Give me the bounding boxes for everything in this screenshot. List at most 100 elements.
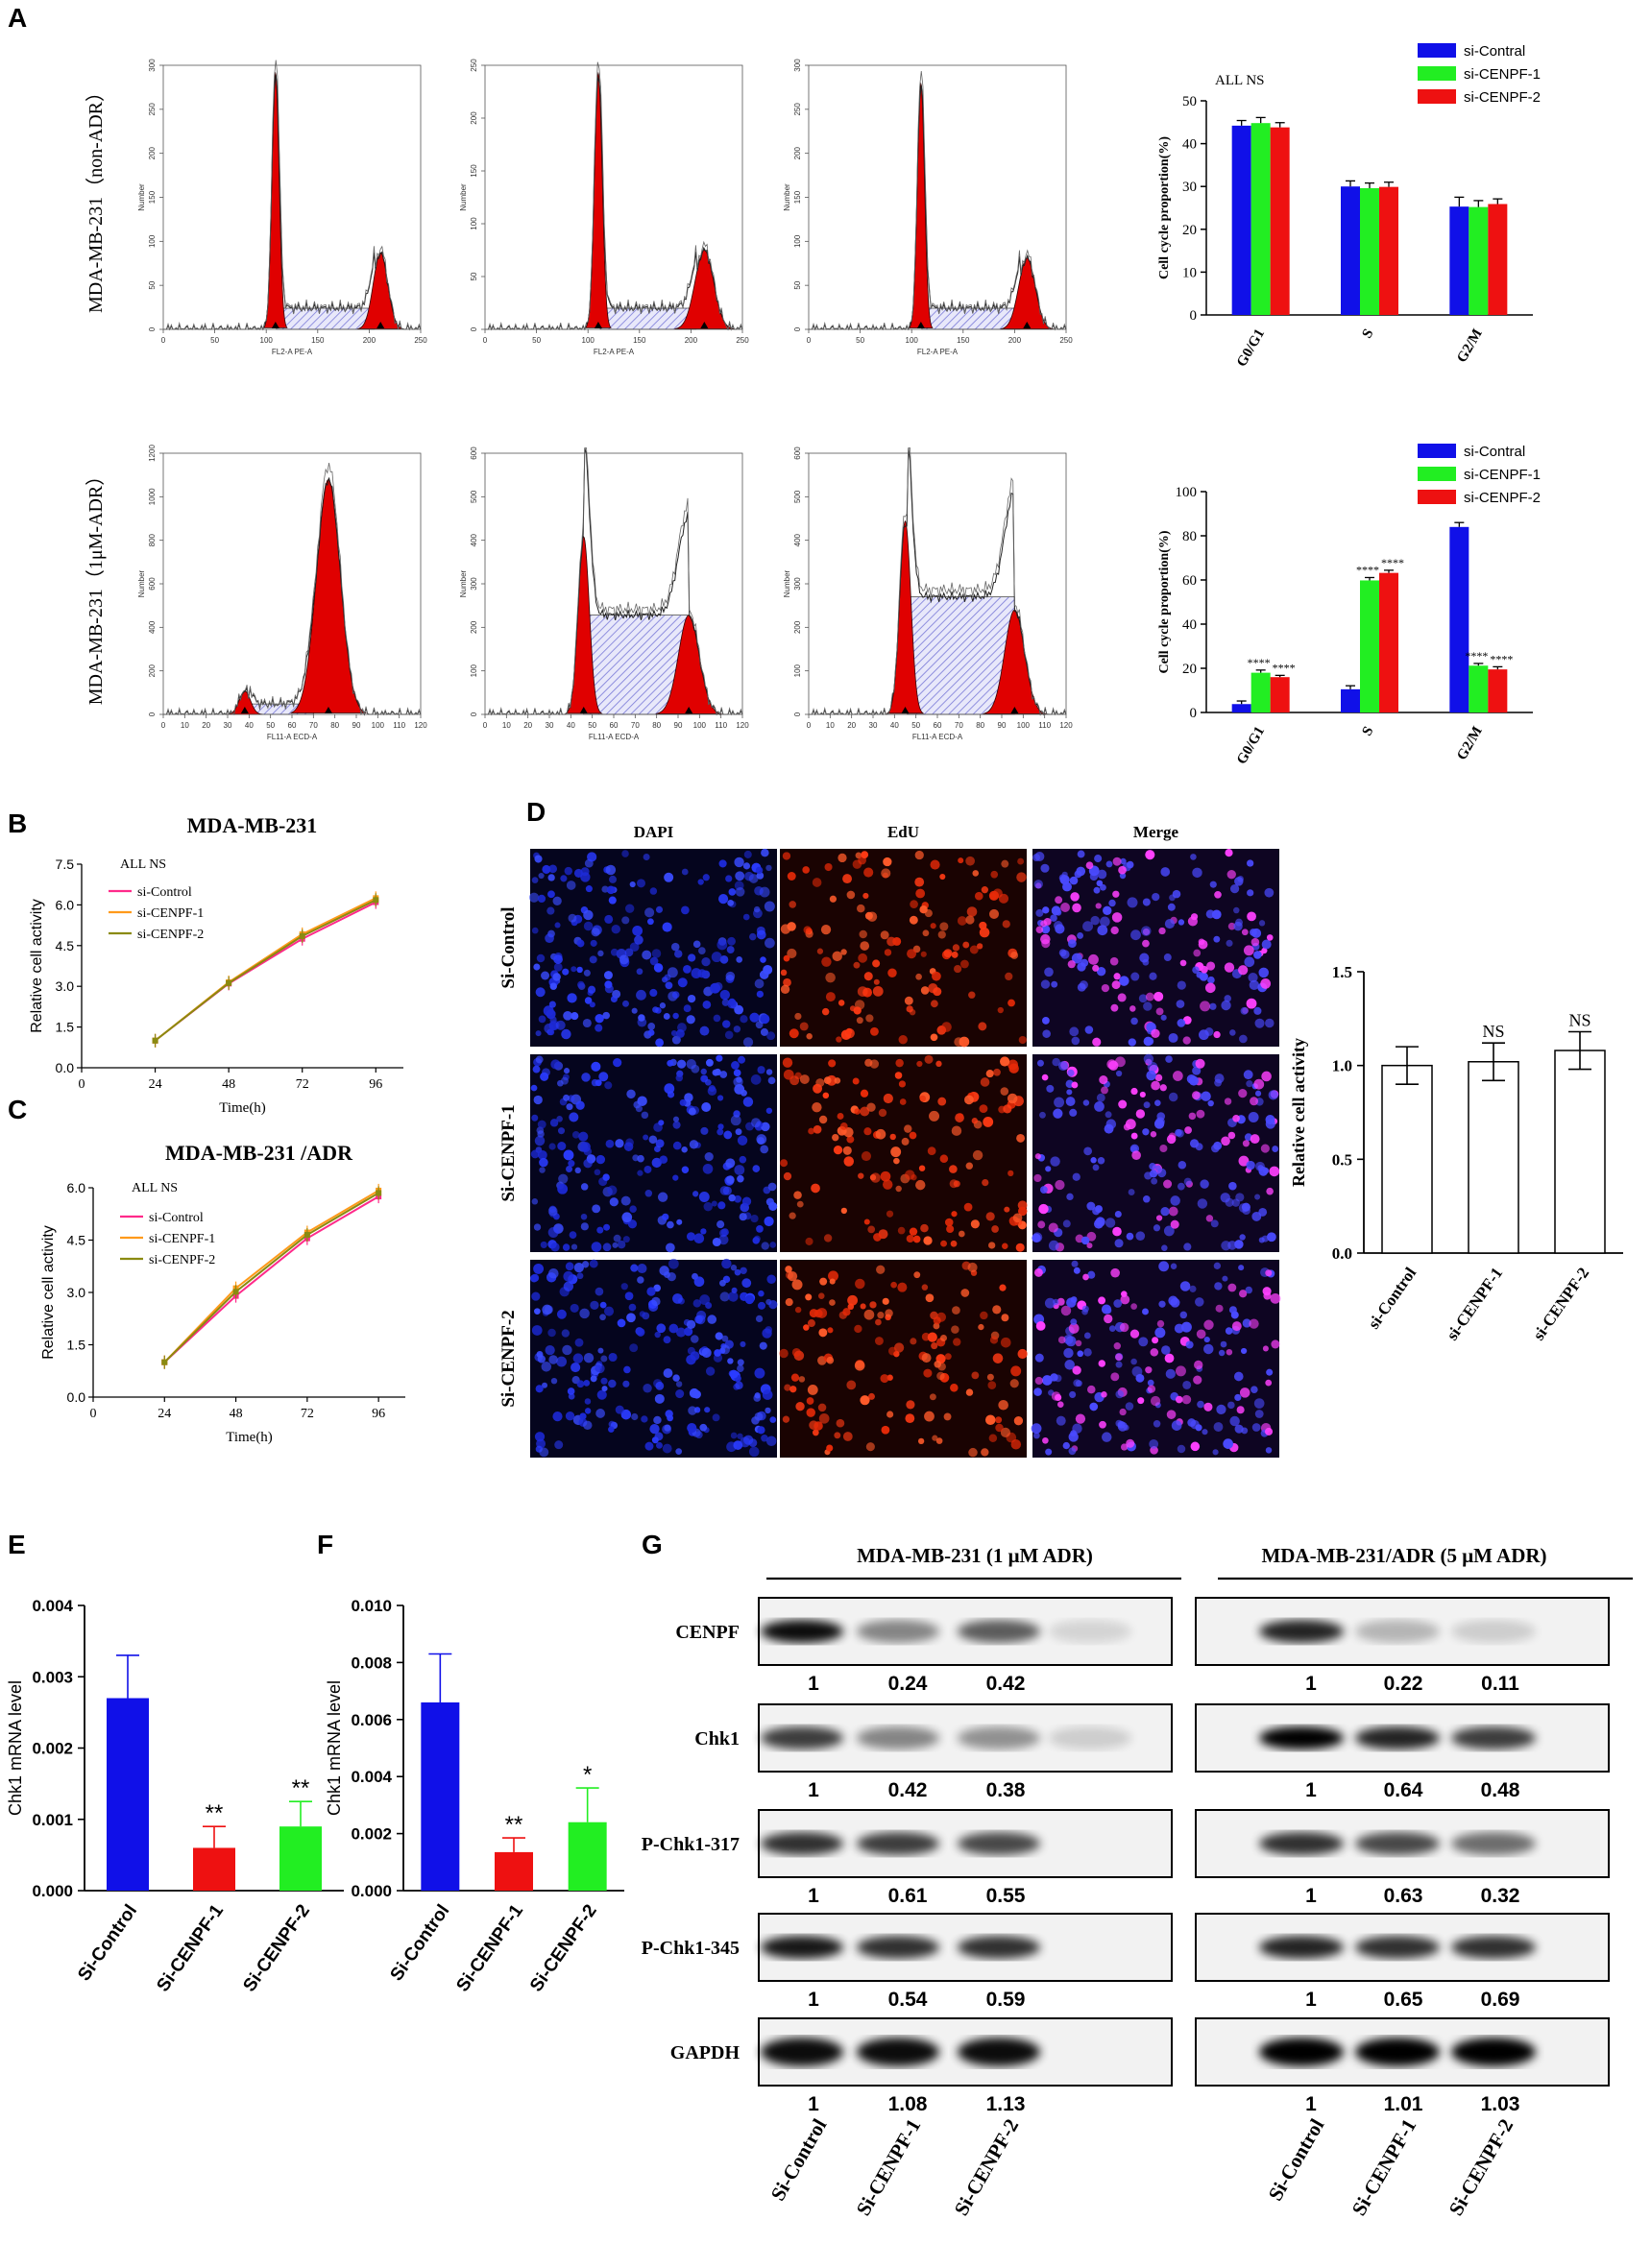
blot-band — [1049, 1620, 1131, 1643]
micro-nucleus — [602, 1011, 611, 1020]
micro-nucleus — [686, 1232, 696, 1242]
micro-nucleus — [629, 881, 636, 888]
micro-nucleus — [818, 1412, 830, 1424]
hist-row1-2-ytick-label: 100 — [470, 217, 478, 230]
blot-cenpf-left — [758, 1597, 1173, 1666]
micro-nucleus — [974, 891, 983, 901]
micro-nucleus — [563, 1010, 572, 1021]
micro-nucleus — [1201, 1091, 1211, 1101]
micro-nucleus — [1169, 894, 1176, 902]
micro-nucleus — [765, 1407, 771, 1414]
micro-nucleus — [580, 1213, 588, 1220]
hist-row1-2-xtick-label: 50 — [532, 336, 541, 345]
blot-quant-value: 0.42 — [986, 1673, 1026, 1695]
micro-nucleus — [730, 1115, 741, 1126]
micro-nucleus — [712, 1237, 721, 1247]
micro-nucleus — [632, 925, 643, 936]
micro-nucleus — [1074, 870, 1082, 879]
micro-row-label: Si-Control — [498, 906, 519, 988]
micro-nucleus — [737, 1359, 744, 1366]
micro-nucleus — [744, 1294, 755, 1305]
micro-nucleus — [806, 1033, 813, 1040]
micro-nucleus — [993, 1068, 1001, 1076]
micro-nucleus — [869, 1301, 877, 1309]
micro-nucleus — [1183, 1177, 1192, 1186]
micro-nucleus — [857, 986, 868, 997]
micro-nucleus — [890, 1146, 902, 1158]
micro-nucleus — [1018, 1035, 1027, 1045]
micro-nucleus — [880, 1170, 891, 1182]
micro-nucleus — [637, 1264, 647, 1274]
hist-row2-1-ytick-label: 800 — [148, 533, 157, 546]
chart-c-ytick-label: 3.0 — [67, 1285, 86, 1300]
hist-row1-1-ytick-label: 100 — [148, 234, 157, 248]
micro-nucleus — [595, 1364, 603, 1373]
micro-col-header: DAPI — [634, 823, 674, 841]
micro-nucleus — [563, 1281, 574, 1291]
micro-nucleus — [736, 1076, 742, 1083]
micro-nucleus — [1077, 1350, 1084, 1358]
micro-nucleus — [617, 1240, 626, 1249]
micro-nucleus — [1125, 1119, 1136, 1130]
hist-row1-3-ytick-label: 150 — [793, 190, 802, 204]
micro-nucleus — [915, 973, 922, 980]
micro-nucleus — [670, 942, 680, 952]
micro-nucleus — [754, 1411, 764, 1421]
micro-nucleus — [1213, 1262, 1222, 1269]
chart-a-bottom-legend-label: si-CENPF-1 — [1464, 467, 1541, 483]
micro-nucleus — [785, 1298, 793, 1307]
micro-nucleus — [1229, 1029, 1236, 1036]
micro-nucleus — [826, 1444, 834, 1452]
micro-nucleus — [809, 1309, 818, 1318]
micro-nucleus — [684, 1327, 693, 1337]
micro-nucleus — [1077, 931, 1084, 939]
micro-nucleus — [1082, 1099, 1090, 1106]
hist-row1-2-marker-0 — [594, 322, 602, 328]
hist-row2-3-ytick-label: 300 — [793, 577, 802, 591]
micro-nucleus — [1271, 1339, 1280, 1349]
micro-nucleus — [789, 901, 796, 908]
micro-nucleus — [630, 1264, 639, 1272]
chart-a-top-legend-label: si-CENPF-2 — [1464, 89, 1541, 106]
micro-nucleus — [870, 1172, 881, 1183]
micro-nucleus — [736, 956, 743, 963]
blot-band — [1355, 1620, 1440, 1643]
micro-nucleus — [923, 1236, 933, 1245]
micro-nucleus — [782, 1415, 790, 1423]
chart-e-ytick-label: 0.002 — [32, 1740, 73, 1758]
micro-nucleus — [566, 1103, 573, 1111]
micro-nucleus — [1194, 1360, 1203, 1370]
micro-nucleus — [563, 1149, 574, 1161]
micro-nucleus — [700, 1228, 707, 1235]
micro-nucleus — [706, 1058, 714, 1067]
micro-nucleus — [875, 1337, 884, 1345]
micro-nucleus — [971, 1118, 979, 1124]
micro-nucleus — [1223, 1438, 1234, 1449]
micro-nucleus — [548, 864, 558, 874]
hist-row2-3-ytick-label: 500 — [793, 490, 802, 503]
micro-nucleus — [783, 977, 791, 987]
hist-row2-3-trace-outline — [809, 447, 1067, 716]
micro-nucleus — [762, 1389, 773, 1400]
micro-nucleus — [1072, 1365, 1081, 1375]
micro-nucleus — [1227, 1283, 1237, 1292]
micro-nucleus — [1042, 1436, 1049, 1444]
micro-nucleus — [538, 1015, 546, 1024]
micro-nucleus — [1130, 1146, 1138, 1153]
micro-nucleus — [664, 1083, 675, 1095]
micro-nucleus — [1160, 1014, 1167, 1021]
hist-row2-3-marker-0 — [901, 707, 910, 713]
micro-nucleus — [1067, 960, 1076, 969]
micro-nucleus — [535, 1055, 544, 1064]
micro-nucleus — [564, 866, 573, 876]
micro-nucleus — [625, 1138, 634, 1147]
micro-nucleus — [1103, 905, 1112, 916]
hist-row1-2-ytick-label: 250 — [470, 59, 478, 72]
micro-nucleus — [927, 1146, 936, 1156]
micro-nucleus — [863, 1309, 875, 1320]
micro-nucleus — [1221, 1241, 1231, 1251]
blot-quant-value: 0.24 — [888, 1673, 928, 1695]
micro-nucleus — [957, 916, 967, 926]
micro-nucleus — [675, 1074, 684, 1082]
micro-nucleus — [1177, 1182, 1185, 1191]
